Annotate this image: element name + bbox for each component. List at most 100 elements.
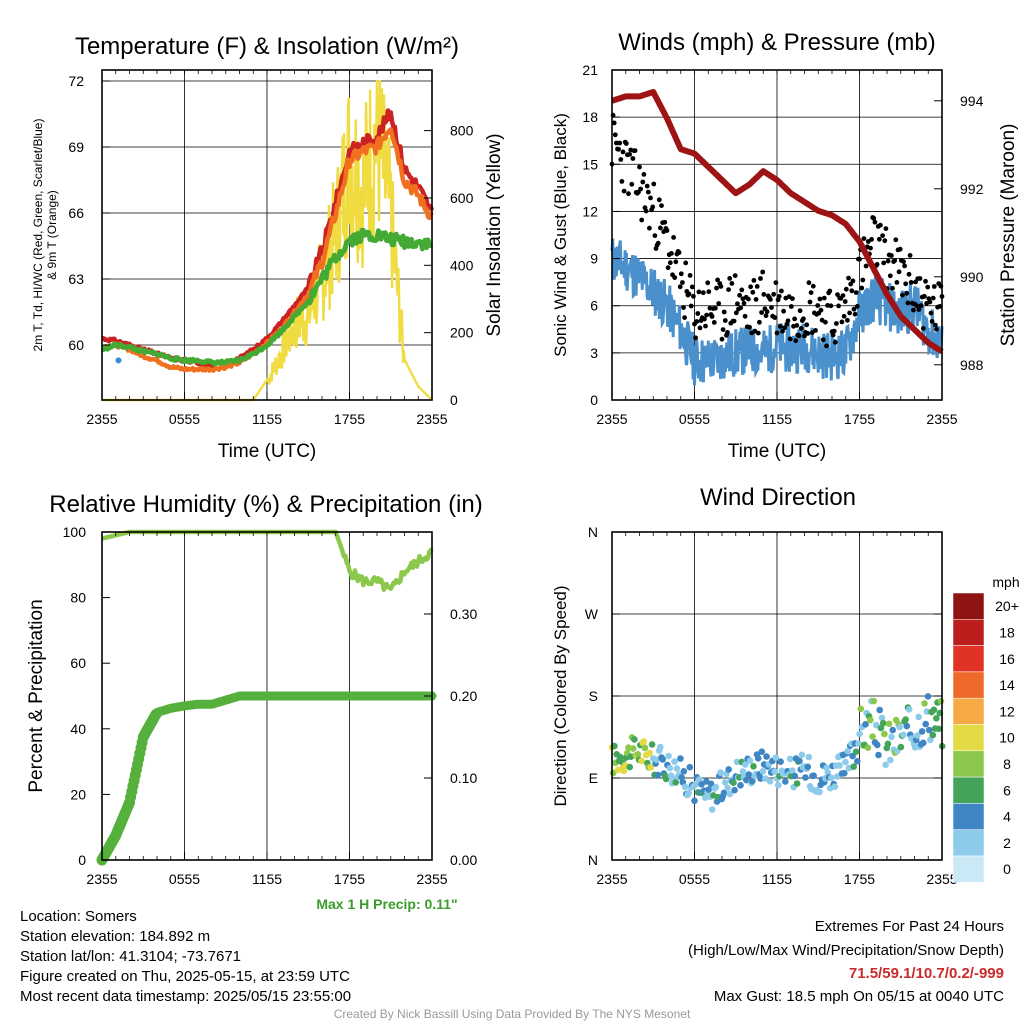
colorbar-swatch xyxy=(952,645,985,673)
gust-point xyxy=(904,290,910,296)
direction-point xyxy=(757,775,764,782)
gust-point xyxy=(908,280,914,285)
colorbar-swatch xyxy=(952,724,985,752)
direction-point xyxy=(903,722,911,730)
gust-point xyxy=(769,305,774,310)
extremes-values: 71.5/59.1/10.7/0.2/-999 xyxy=(848,965,1004,982)
temp-y-right-label: Solar Insolation (Yellow) xyxy=(484,133,505,336)
direction-point xyxy=(763,753,770,760)
gust-point xyxy=(641,172,647,177)
gust-point xyxy=(813,328,818,333)
gust-point xyxy=(842,299,848,304)
wind-ytick-label: 0 xyxy=(590,392,598,408)
colorbar-label: 12 xyxy=(999,703,1015,719)
gust-point xyxy=(650,204,656,210)
gust-point xyxy=(693,335,698,341)
dir-y-axis-label: Direction (Colored By Speed) xyxy=(551,585,570,806)
direction-point xyxy=(786,755,794,763)
direction-point xyxy=(739,768,747,775)
gust-point xyxy=(815,303,821,308)
gust-point xyxy=(665,265,671,271)
gust-point xyxy=(849,288,855,294)
direction-point xyxy=(921,700,928,707)
direction-point xyxy=(681,783,689,791)
colorbar-swatch xyxy=(952,671,985,699)
wind-ytick-right-label: 992 xyxy=(960,181,984,197)
gust-point xyxy=(840,293,846,298)
gust-point xyxy=(705,280,711,286)
gust-point xyxy=(857,256,862,262)
gust-point xyxy=(643,208,649,214)
colorbar-title: mph xyxy=(992,574,1019,590)
direction-point xyxy=(730,779,737,786)
gust-point xyxy=(747,324,752,330)
colorbar-label: 2 xyxy=(1003,835,1011,851)
wind-xtick-label: 2355 xyxy=(596,411,627,427)
direction-point xyxy=(671,758,678,765)
gust-point xyxy=(719,336,725,342)
direction-point xyxy=(742,761,749,768)
rh-ytick-right-label: 0.00 xyxy=(450,852,477,868)
gust-point xyxy=(832,339,838,345)
gust-point xyxy=(716,301,722,306)
temp-y-axis-label-2: & 9m T (Orange) xyxy=(45,190,59,280)
rh-y-axis-label: Percent & Precipitation xyxy=(26,599,47,792)
rh-ytick-label: 100 xyxy=(63,524,87,540)
gust-point xyxy=(806,280,812,286)
colorbar-swatch xyxy=(952,592,985,620)
gust-point xyxy=(682,315,687,320)
heat-index-point xyxy=(115,357,122,364)
gust-point xyxy=(614,140,619,146)
temp-ytick-label: 72 xyxy=(68,73,84,89)
gust-point xyxy=(777,324,783,329)
direction-point xyxy=(721,779,729,786)
gust-point xyxy=(905,300,911,306)
gust-point xyxy=(689,284,695,290)
gust-point xyxy=(721,309,727,315)
gust-point xyxy=(680,280,685,285)
gust-point xyxy=(639,217,645,223)
gust-point xyxy=(662,219,668,225)
gust-point xyxy=(733,310,739,316)
gust-point xyxy=(807,299,813,305)
wind-ytick-label: 6 xyxy=(590,298,598,314)
gust-point xyxy=(897,246,903,252)
direction-point xyxy=(905,706,913,713)
gust-point xyxy=(637,164,642,170)
direction-point xyxy=(828,774,835,782)
dir-ytick-label: N xyxy=(588,852,598,868)
direction-point xyxy=(884,740,892,748)
direction-point xyxy=(733,758,741,766)
direction-point xyxy=(930,706,938,714)
direction-point xyxy=(867,716,874,724)
direction-point xyxy=(879,719,887,727)
colorbar-swatch xyxy=(952,697,985,725)
gust-point xyxy=(805,331,811,336)
dir-ytick-label: E xyxy=(589,770,598,786)
direction-point xyxy=(841,769,848,777)
gust-point xyxy=(772,315,778,320)
colorbar-swatch xyxy=(952,619,985,646)
gust-point xyxy=(667,260,673,266)
direction-point xyxy=(686,763,694,771)
gust-point xyxy=(828,303,834,309)
dir-xtick-label: 0555 xyxy=(679,871,710,887)
colorbar-swatch xyxy=(952,855,985,883)
gust-point xyxy=(656,197,662,203)
gust-point xyxy=(794,323,800,328)
gust-point xyxy=(859,285,865,291)
gust-point xyxy=(788,304,794,309)
colorbar-label: 20+ xyxy=(995,598,1019,614)
colorbar-label: 6 xyxy=(1003,782,1011,798)
direction-point xyxy=(878,714,886,722)
direction-point xyxy=(771,768,778,775)
direction-point xyxy=(937,697,945,705)
gust-point xyxy=(906,271,912,277)
gust-point xyxy=(617,140,623,146)
gust-point xyxy=(739,287,745,293)
gust-point xyxy=(755,330,761,336)
direction-point xyxy=(802,774,809,781)
gust-point xyxy=(845,317,850,323)
gust-point xyxy=(781,308,786,314)
